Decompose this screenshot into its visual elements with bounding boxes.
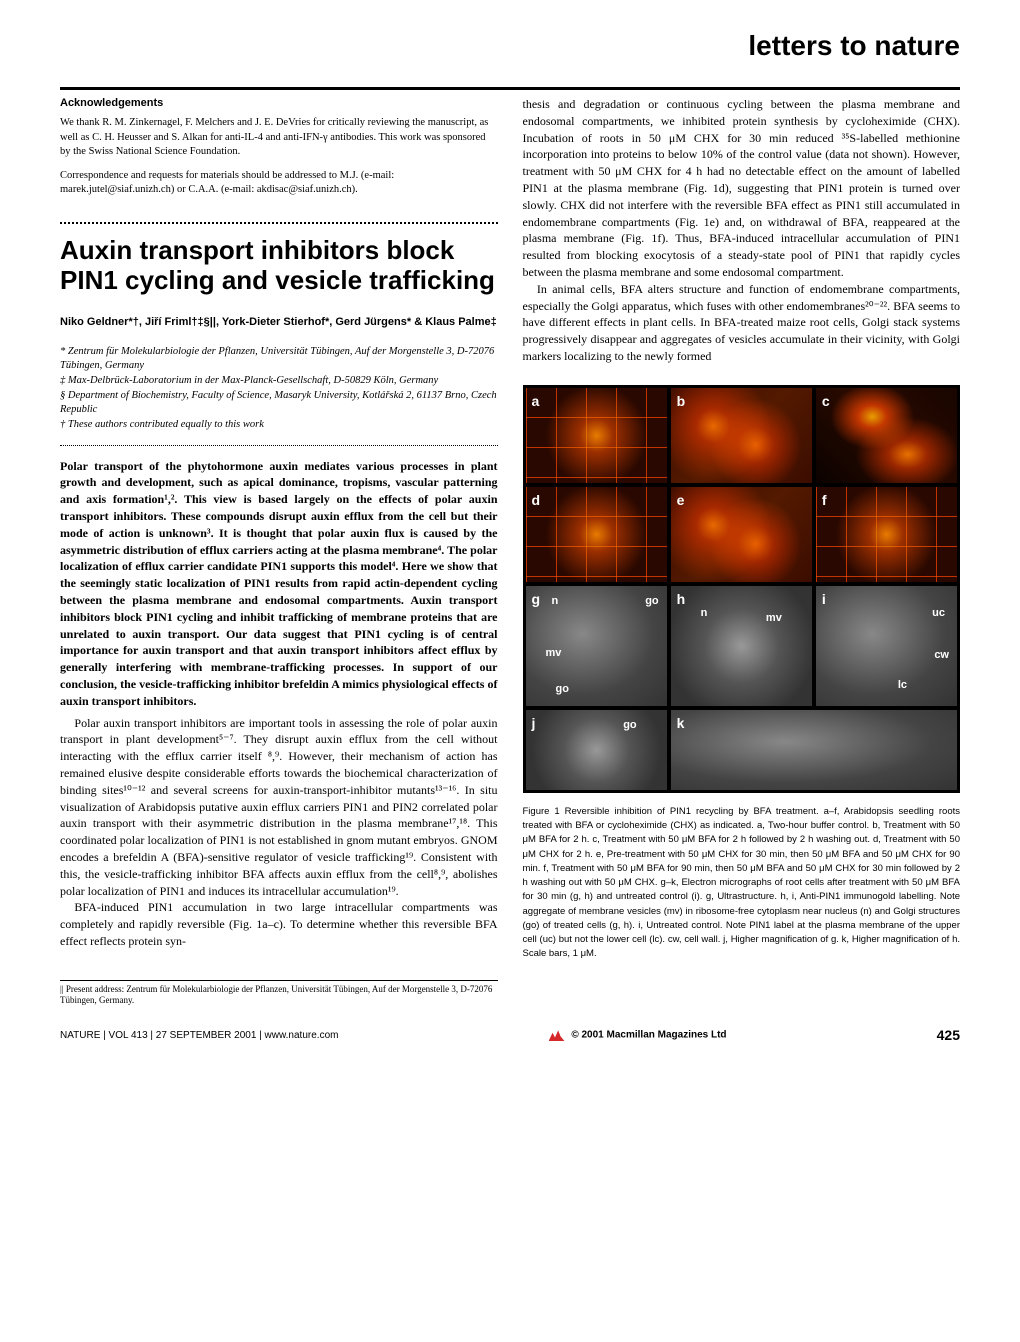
abstract: Polar transport of the phytohormone auxi… — [60, 458, 498, 710]
panel-label-g: g — [532, 590, 541, 610]
panel-label-f: f — [822, 491, 827, 511]
panel-label-k: k — [677, 714, 685, 734]
fig-panel-g: g n go mv go — [526, 586, 667, 706]
panel-label-a: a — [532, 392, 540, 412]
separator-dotted — [60, 222, 498, 224]
panel-label-i: i — [822, 590, 826, 610]
footer-center: © 2001 Macmillan Magazines Ltd — [549, 1029, 727, 1041]
sublabel-mv: mv — [546, 646, 562, 661]
correspondence: Correspondence and requests for material… — [60, 169, 498, 197]
header-rule — [60, 87, 960, 90]
footer-left: NATURE | VOL 413 | 27 SEPTEMBER 2001 | w… — [60, 1030, 338, 1041]
fig-panel-j: j go — [526, 710, 667, 790]
affiliations: * Zentrum für Molekularbiologie der Pfla… — [60, 345, 498, 433]
panel-label-h: h — [677, 590, 686, 610]
panel-label-c: c — [822, 392, 830, 412]
sublabel-n2: n — [701, 606, 708, 621]
authors: Niko Geldner*†, Jiří Friml†‡§||, York-Di… — [60, 314, 498, 331]
sublabel-mv2: mv — [766, 611, 782, 626]
body-right-p2: In animal cells, BFA alters structure an… — [523, 281, 961, 365]
panel-label-e: e — [677, 491, 685, 511]
page-footer: NATURE | VOL 413 | 27 SEPTEMBER 2001 | w… — [60, 1027, 960, 1043]
sublabel-go2: go — [556, 682, 569, 697]
page-number: 425 — [937, 1027, 960, 1043]
fig-panel-i: i uc cw lc — [816, 586, 957, 706]
figure-grid: a b c d e — [523, 385, 961, 793]
sublabel-uc: uc — [932, 606, 945, 621]
sublabel-go: go — [645, 594, 658, 609]
sublabel-go3: go — [623, 718, 636, 733]
figure-1: a b c d e — [523, 385, 961, 962]
left-column: Acknowledgements We thank R. M. Zinkerna… — [60, 96, 498, 1007]
article-title: Auxin transport inhibitors block PIN1 cy… — [60, 236, 498, 296]
body-right-p1: thesis and degradation or continuous cyc… — [523, 96, 961, 281]
footnote: || Present address: Zentrum für Molekula… — [60, 980, 498, 1007]
copyright-text: © 2001 Macmillan Magazines Ltd — [571, 1030, 726, 1041]
panel-label-b: b — [677, 392, 686, 412]
sublabel-n: n — [552, 594, 559, 609]
main-columns: Acknowledgements We thank R. M. Zinkerna… — [60, 96, 960, 1007]
body-paragraph-2: BFA-induced PIN1 accumulation in two lar… — [60, 899, 498, 949]
fig-panel-d: d — [526, 487, 667, 582]
body-paragraph-1: Polar auxin transport inhibitors are imp… — [60, 715, 498, 900]
fig-panel-k: k — [671, 710, 957, 790]
fig-panel-b: b — [671, 388, 812, 483]
fig-panel-h: h n mv — [671, 586, 812, 706]
panel-label-d: d — [532, 491, 541, 511]
sublabel-cw: cw — [934, 648, 949, 663]
publisher-logo-icon — [549, 1029, 565, 1041]
panel-label-j: j — [532, 714, 536, 734]
fig-panel-e: e — [671, 487, 812, 582]
ack-text: We thank R. M. Zinkernagel, F. Melchers … — [60, 116, 498, 159]
section-label: letters to nature — [60, 30, 960, 62]
sublabel-lc: lc — [898, 678, 907, 693]
separator-thin — [60, 445, 498, 446]
right-column: thesis and degradation or continuous cyc… — [523, 96, 961, 1007]
ack-heading: Acknowledgements — [60, 96, 498, 111]
fig-panel-a: a — [526, 388, 667, 483]
figure-caption: Figure 1 Reversible inhibition of PIN1 r… — [523, 805, 961, 962]
fig-panel-c: c — [816, 388, 957, 483]
fig-panel-f: f — [816, 487, 957, 582]
